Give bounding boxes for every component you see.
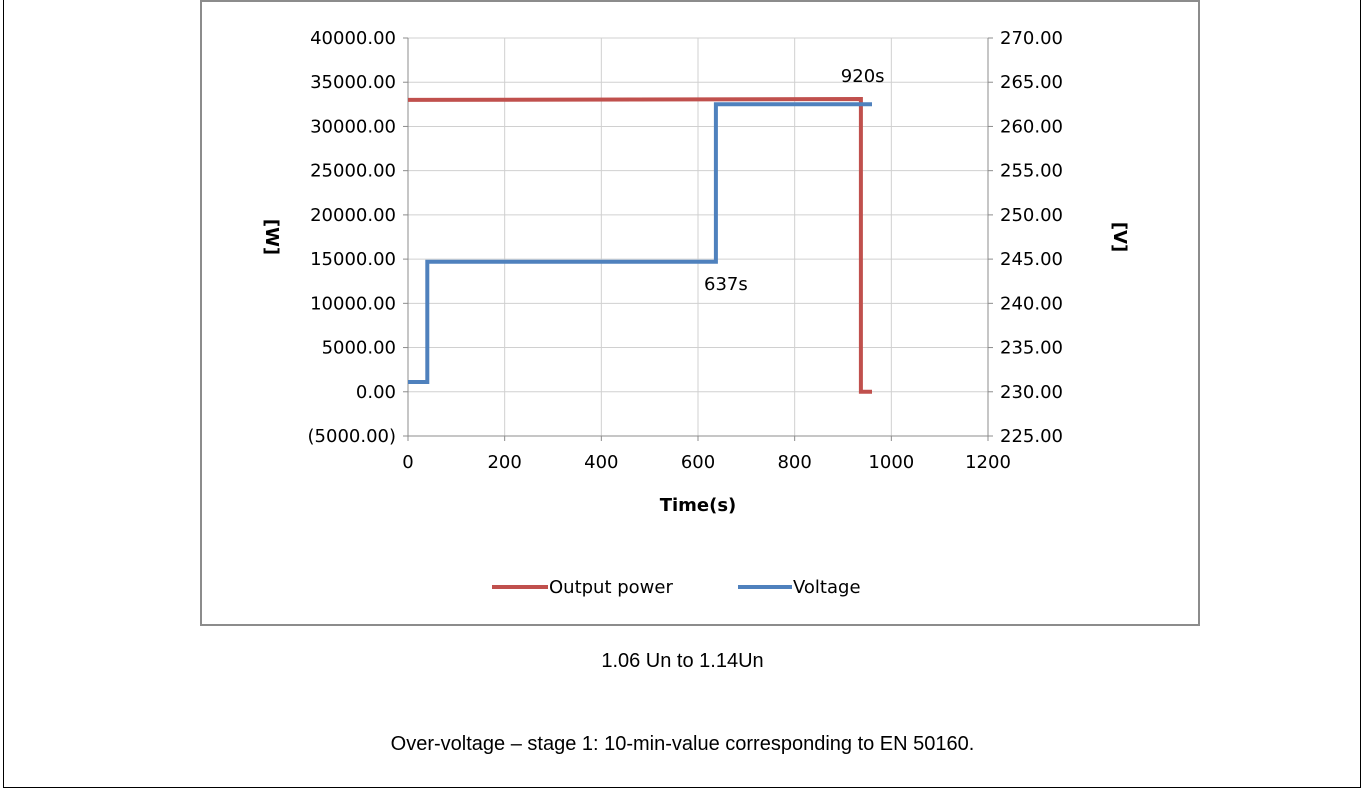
y-left-tick-label: (5000.00) xyxy=(308,426,396,447)
chart-frame: 40000.00 35000.00 30000.00 25000.00 20000.00… xyxy=(200,0,1200,626)
annotation-label: 920s xyxy=(841,66,885,87)
annotation-label: 637s xyxy=(704,274,748,295)
y-right-tick-label: 265.00 xyxy=(1000,72,1063,93)
x-tick-label: 0 xyxy=(402,452,413,473)
legend-layer: Output power Voltage xyxy=(492,577,861,598)
caption-description: Over-voltage – stage 1: 10-min-value cor… xyxy=(390,733,975,755)
y-right-tick-label: 250.00 xyxy=(1000,205,1063,226)
y-right-tick-label: 245.00 xyxy=(1000,249,1063,270)
y-right-axis-title: [V] xyxy=(1109,222,1130,252)
y-left-tick-label: 35000.00 xyxy=(310,72,396,93)
labels-layer: 40000.0035000.0030000.0025000.0020000.00… xyxy=(261,28,1130,516)
series-line-output-power xyxy=(407,96,872,394)
y-left-tick-label: 5000.00 xyxy=(322,338,396,359)
y-right-tick-label: 225.00 xyxy=(1000,426,1063,447)
x-tick-label: 200 xyxy=(487,452,521,473)
y-left-tick-label: 15000.00 xyxy=(310,249,396,270)
x-tick-label: 1000 xyxy=(868,452,914,473)
y-left-tick-label: 20000.00 xyxy=(310,205,396,226)
y-right-tick-label: 235.00 xyxy=(1000,338,1063,359)
series-line-voltage xyxy=(408,102,872,384)
y-right-tick-label: 240.00 xyxy=(1000,293,1063,314)
chart-svg: 40000.0035000.0030000.0025000.0020000.00… xyxy=(261,28,1130,598)
y-left-tick-label: 10000.00 xyxy=(310,293,396,314)
x-tick-label: 400 xyxy=(584,452,618,473)
y-right-tick-label: 260.00 xyxy=(1000,116,1063,137)
y-left-tick-label: 25000.00 xyxy=(310,161,396,182)
legend-label: Output power xyxy=(549,577,673,598)
y-right-tick-label: 270.00 xyxy=(1000,28,1063,49)
legend-label: Voltage xyxy=(793,577,861,598)
caption-range: 1.06 Un to 1.14Un xyxy=(601,650,764,672)
y-left-tick-label: 30000.00 xyxy=(310,116,396,137)
series-layer xyxy=(407,96,872,394)
x-tick-label: 600 xyxy=(681,452,715,473)
y-right-tick-label: 230.00 xyxy=(1000,382,1063,403)
y-left-axis-title: [W] xyxy=(261,219,282,255)
x-tick-label: 800 xyxy=(777,452,811,473)
y-left-tick-label: 40000.00 xyxy=(310,28,396,49)
x-tick-label: 1200 xyxy=(965,452,1011,473)
axes-layer xyxy=(403,37,993,441)
x-axis-title: Time(s) xyxy=(660,495,737,516)
y-right-tick-label: 255.00 xyxy=(1000,161,1063,182)
y-left-tick-label: 0.00 xyxy=(356,382,396,403)
